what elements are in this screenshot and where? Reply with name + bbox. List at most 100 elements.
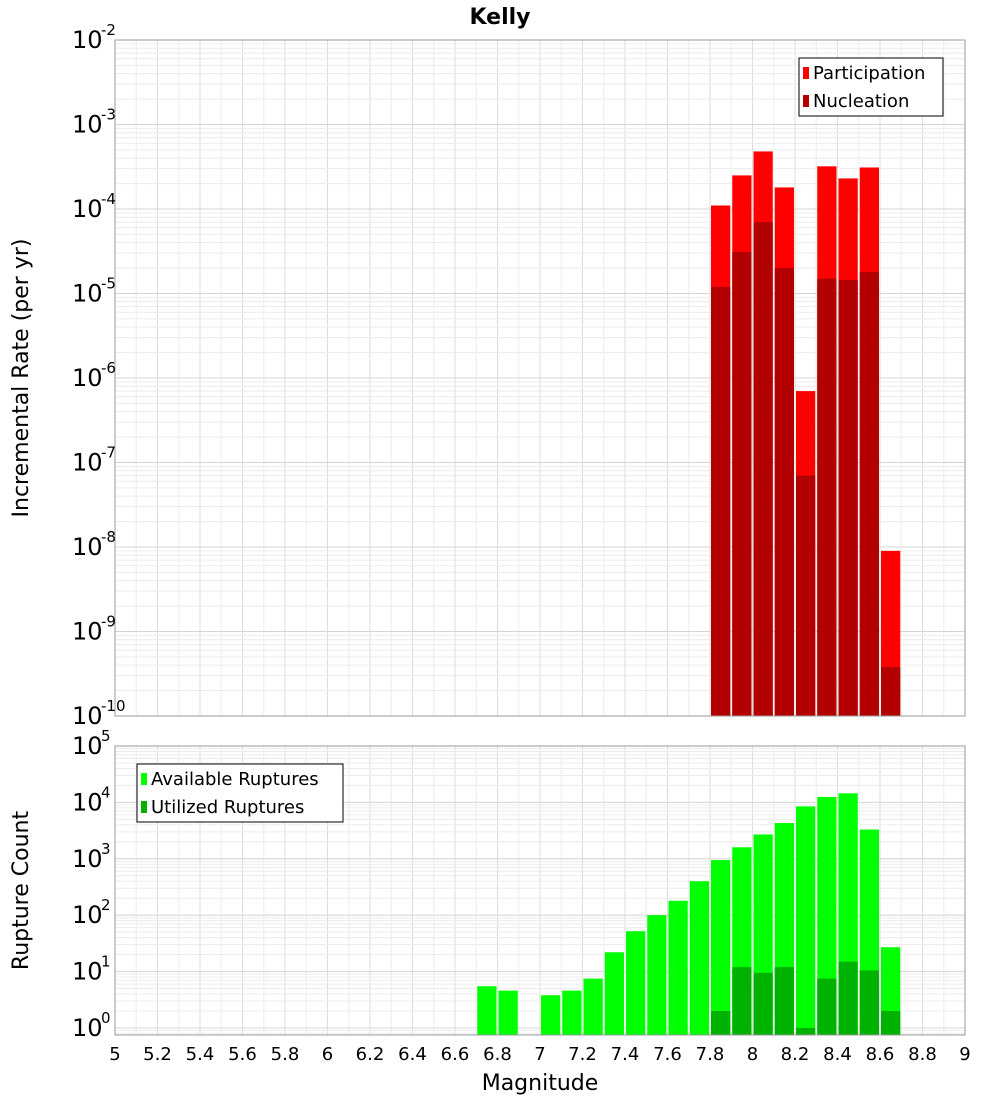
- top-panel-bars: [711, 151, 901, 717]
- bottom-panel-x-ticks: 5 5.2 5.4 5.6 5.8 6 6.2 6.4 6.6 6.8 7 7.2 7.4 7.6 7.8 8…: [109, 1044, 970, 1065]
- y-tick-label: 10: [72, 788, 103, 816]
- bar-available-ruptures: [711, 860, 731, 1035]
- y-tick-label: 10: [72, 958, 103, 986]
- bar-available-ruptures: [604, 952, 624, 1035]
- bar-utilized-ruptures: [711, 1010, 731, 1035]
- y-tick-label: 10: [72, 364, 103, 392]
- bar-available-ruptures: [668, 900, 688, 1035]
- x-tick-label: 6: [322, 1044, 333, 1065]
- bar-nucleation: [817, 278, 837, 716]
- bar-nucleation: [796, 475, 816, 716]
- y-tick-exponent: 4: [101, 783, 111, 801]
- top-panel-grid: [114, 39, 966, 717]
- x-tick-label: 5.2: [143, 1044, 172, 1065]
- y-tick-label: 10: [72, 845, 103, 873]
- x-tick-label: 7.2: [568, 1044, 597, 1065]
- bar-utilized-ruptures: [753, 972, 773, 1035]
- x-tick-label: 8.8: [908, 1044, 937, 1065]
- y-tick-exponent: -10: [101, 697, 126, 715]
- legend-swatch: [141, 773, 147, 785]
- bar-nucleation: [711, 286, 731, 716]
- top-panel-legend: Participation Nucleation: [798, 57, 944, 117]
- x-axis-label: Magnitude: [482, 1071, 599, 1096]
- legend-box: [136, 763, 344, 823]
- x-tick-label: 8.2: [781, 1044, 810, 1065]
- y-tick-exponent: 2: [101, 896, 111, 914]
- x-tick-label: 7.6: [653, 1044, 682, 1065]
- bar-available-ruptures: [562, 990, 582, 1035]
- x-tick-label: 6.8: [483, 1044, 512, 1065]
- bar-nucleation: [881, 667, 901, 716]
- y-tick-label: 10: [72, 533, 103, 561]
- y-tick-label: 10: [72, 280, 103, 308]
- legend-box: [798, 57, 944, 117]
- legend-swatch: [141, 801, 147, 813]
- y-tick-label: 10: [72, 26, 103, 54]
- bar-available-ruptures: [689, 881, 709, 1035]
- x-tick-label: 8.6: [866, 1044, 895, 1065]
- bottom-panel-bars: [477, 793, 901, 1035]
- legend-label: Nucleation: [813, 91, 909, 112]
- y-tick-label: 10: [72, 449, 103, 477]
- bottom-panel-legend: Available Ruptures Utilized Ruptures: [136, 763, 344, 823]
- bar-nucleation: [774, 268, 794, 716]
- y-tick-exponent: 5: [101, 727, 111, 745]
- legend-swatch: [803, 95, 809, 107]
- y-tick-exponent: -4: [101, 190, 116, 208]
- chart-title: Kelly: [469, 5, 530, 30]
- y-tick-label: 10: [72, 111, 103, 139]
- y-tick-label: 10: [72, 901, 103, 929]
- bar-available-ruptures: [541, 995, 561, 1035]
- x-tick-label: 6.2: [356, 1044, 385, 1065]
- bar-available-ruptures: [477, 986, 497, 1035]
- y-tick-label: 10: [72, 732, 103, 760]
- x-tick-label: 6.4: [398, 1044, 427, 1065]
- y-tick-exponent: -2: [101, 21, 116, 39]
- bottom-panel-y-axis-label: Rupture Count: [9, 811, 34, 971]
- bar-nucleation: [753, 222, 773, 716]
- bar-available-ruptures: [647, 915, 667, 1035]
- top-panel-y-axis-label: Incremental Rate (per yr): [9, 239, 34, 518]
- x-tick-label: 7.4: [611, 1044, 640, 1065]
- y-tick-exponent: -8: [101, 528, 116, 546]
- bar-utilized-ruptures: [881, 1010, 901, 1035]
- x-tick-label: 5: [109, 1044, 120, 1065]
- x-tick-label: 9: [959, 1044, 970, 1065]
- x-tick-label: 5.6: [228, 1044, 257, 1065]
- y-tick-label: 10: [72, 702, 103, 730]
- x-tick-label: 8: [747, 1044, 758, 1065]
- bar-available-ruptures: [626, 931, 646, 1035]
- legend-label: Participation: [813, 63, 925, 84]
- bar-utilized-ruptures: [838, 961, 858, 1035]
- bar-utilized-ruptures: [774, 967, 794, 1035]
- x-tick-label: 7.8: [696, 1044, 725, 1065]
- bar-nucleation: [859, 271, 879, 716]
- x-tick-label: 5.4: [186, 1044, 215, 1065]
- y-tick-exponent: -7: [101, 444, 116, 462]
- y-tick-exponent: 1: [101, 953, 111, 971]
- bar-utilized-ruptures: [732, 967, 752, 1035]
- y-tick-exponent: 0: [101, 1009, 111, 1027]
- x-tick-label: 7: [534, 1044, 545, 1065]
- y-tick-exponent: -6: [101, 359, 116, 377]
- y-tick-exponent: -3: [101, 106, 116, 124]
- bar-utilized-ruptures: [817, 978, 837, 1035]
- bar-nucleation: [732, 251, 752, 717]
- bar-available-ruptures: [498, 990, 518, 1035]
- x-tick-label: 5.8: [271, 1044, 300, 1065]
- y-tick-exponent: -5: [101, 275, 116, 293]
- bar-utilized-ruptures: [796, 1027, 816, 1035]
- y-tick-label: 10: [72, 195, 103, 223]
- legend-label: Utilized Ruptures: [151, 797, 304, 818]
- x-tick-label: 6.6: [441, 1044, 470, 1065]
- legend-swatch: [803, 67, 809, 79]
- bar-available-ruptures: [796, 806, 816, 1035]
- bar-utilized-ruptures: [859, 970, 879, 1035]
- bar-available-ruptures: [583, 978, 603, 1035]
- y-tick-exponent: -9: [101, 613, 116, 631]
- bar-available-ruptures: [817, 796, 837, 1035]
- top-panel-frame: [114, 39, 966, 717]
